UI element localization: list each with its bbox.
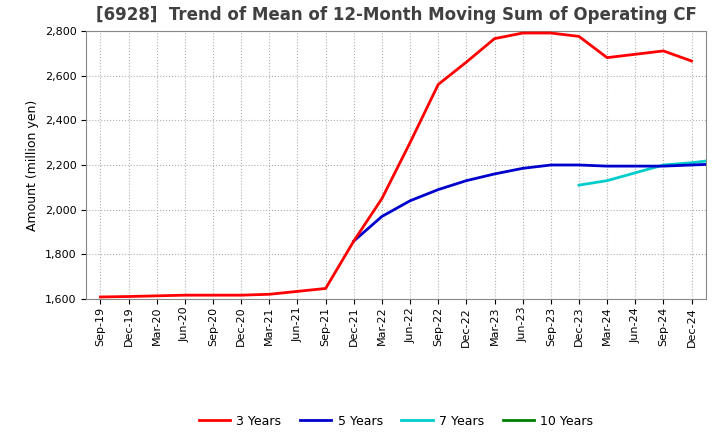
Title: [6928]  Trend of Mean of 12-Month Moving Sum of Operating CF: [6928] Trend of Mean of 12-Month Moving … xyxy=(96,6,696,24)
Y-axis label: Amount (million yen): Amount (million yen) xyxy=(27,99,40,231)
Legend: 3 Years, 5 Years, 7 Years, 10 Years: 3 Years, 5 Years, 7 Years, 10 Years xyxy=(194,410,598,433)
